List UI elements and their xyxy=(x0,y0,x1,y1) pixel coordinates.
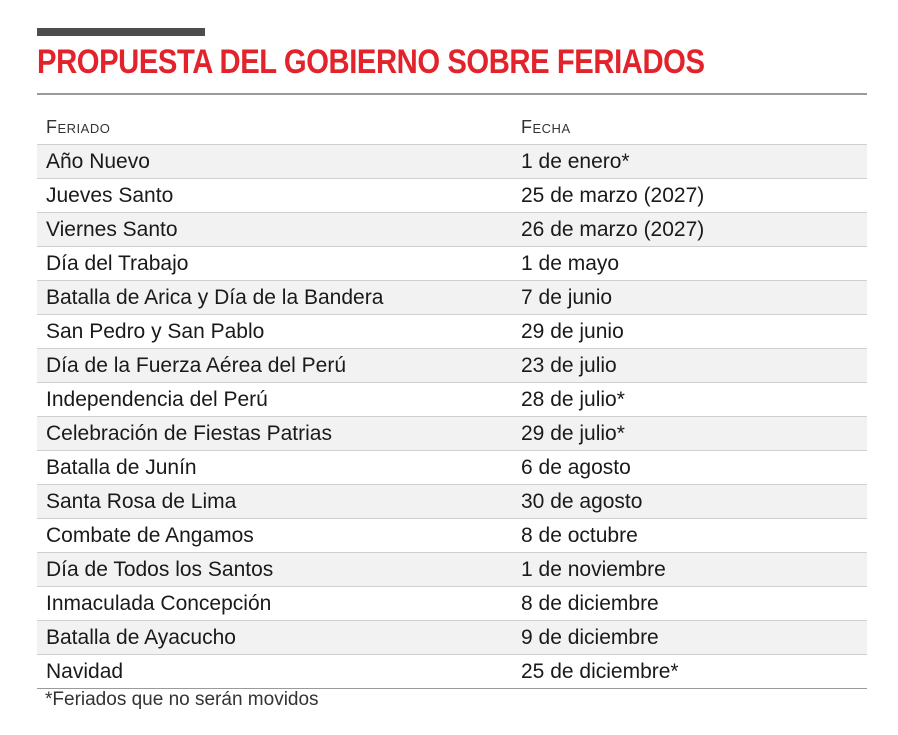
holidays-table: Feriado Fecha Año Nuevo 1 de enero* Jueves… xyxy=(37,110,867,689)
table-row: Batalla de Ayacucho 9 de diciembre xyxy=(37,621,867,655)
table-row: Día de la Fuerza Aérea del Perú 23 de jul… xyxy=(37,349,867,383)
holiday-date: 23 de julio xyxy=(521,353,617,377)
table-header: Feriado Fecha xyxy=(37,110,867,145)
holiday-name: Batalla de Junín xyxy=(46,455,197,479)
holiday-date: 8 de diciembre xyxy=(521,591,659,615)
holiday-date: 8 de octubre xyxy=(521,523,638,547)
holiday-name: San Pedro y San Pablo xyxy=(46,319,265,343)
table-row: Batalla de Arica y Día de la Bandera 7 de… xyxy=(37,281,867,315)
table-row: Día del Trabajo 1 de mayo xyxy=(37,247,867,281)
holiday-name: Navidad xyxy=(46,659,124,683)
holiday-name: Combate de Angamos xyxy=(46,523,254,547)
holiday-name: Batalla de Ayacucho xyxy=(46,625,236,649)
holiday-name: Santa Rosa de Lima xyxy=(46,489,237,513)
holiday-date: 6 de agosto xyxy=(521,455,631,479)
table-row: Año Nuevo 1 de enero* xyxy=(37,145,867,179)
table-body: Año Nuevo 1 de enero* Jueves Santo 25 de ma… xyxy=(37,145,867,689)
table-row: Independencia del Perú 28 de julio* xyxy=(37,383,867,417)
table-row: Viernes Santo 26 de marzo (2027) xyxy=(37,213,867,247)
holiday-name: Jueves Santo xyxy=(46,183,174,207)
table-row: Combate de Angamos 8 de octubre xyxy=(37,519,867,553)
table-row: Navidad 25 de diciembre* xyxy=(37,655,867,689)
page-title: PROPUESTA DEL GOBIERNO SOBRE FERIADOS xyxy=(37,43,705,81)
holiday-date: 1 de enero* xyxy=(521,149,630,173)
header-date: Fecha xyxy=(521,116,571,137)
top-accent-bar xyxy=(37,28,205,36)
table-row: Día de Todos los Santos 1 de noviembre xyxy=(37,553,867,587)
footnote: *Feriados que no serán movidos xyxy=(45,689,319,710)
holiday-date: 9 de diciembre xyxy=(521,625,659,649)
holiday-date: 29 de julio* xyxy=(521,421,625,445)
table-row: San Pedro y San Pablo 29 de junio xyxy=(37,315,867,349)
header-holiday: Feriado xyxy=(46,116,111,137)
holiday-date: 7 de junio xyxy=(521,285,613,309)
holiday-name: Día de Todos los Santos xyxy=(46,557,274,581)
table-row: Jueves Santo 25 de marzo (2027) xyxy=(37,179,867,213)
holiday-date: 25 de marzo (2027) xyxy=(521,183,705,207)
holiday-date: 29 de junio xyxy=(521,319,624,343)
holiday-name: Día de la Fuerza Aérea del Perú xyxy=(46,353,347,377)
table-row: Celebración de Fiestas Patrias 29 de juli… xyxy=(37,417,867,451)
holiday-name: Inmaculada Concepción xyxy=(46,591,272,615)
holiday-name: Batalla de Arica y Día de la Bandera xyxy=(46,285,384,309)
table-row: Inmaculada Concepción 8 de diciembre xyxy=(37,587,867,621)
table-row: Santa Rosa de Lima 30 de agosto xyxy=(37,485,867,519)
holiday-date: 25 de diciembre* xyxy=(521,659,679,683)
table-row: Batalla de Junín 6 de agosto xyxy=(37,451,867,485)
holiday-date: 30 de agosto xyxy=(521,489,643,513)
holiday-date: 1 de noviembre xyxy=(521,557,666,581)
title-divider xyxy=(37,93,867,95)
holiday-name: Independencia del Perú xyxy=(46,387,268,411)
holiday-name: Celebración de Fiestas Patrias xyxy=(46,421,332,445)
holiday-name: Día del Trabajo xyxy=(46,251,189,275)
holiday-date: 26 de marzo (2027) xyxy=(521,217,705,241)
holiday-name: Viernes Santo xyxy=(46,217,178,241)
holiday-date: 1 de mayo xyxy=(521,251,620,275)
holiday-name: Año Nuevo xyxy=(46,149,150,173)
holiday-date: 28 de julio* xyxy=(521,387,625,411)
